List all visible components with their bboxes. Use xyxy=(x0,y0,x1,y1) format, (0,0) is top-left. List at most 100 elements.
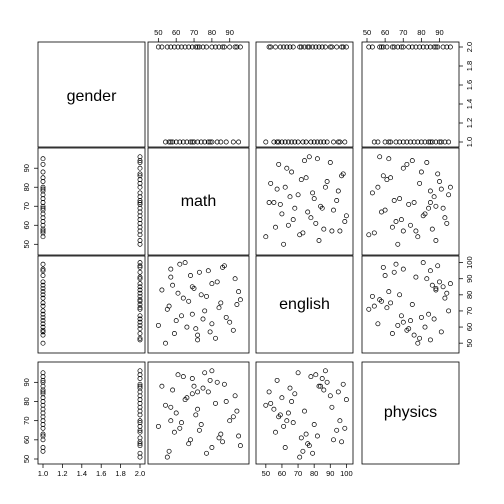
point-gender-vs-physics-4 xyxy=(375,139,381,145)
point-physics-vs-english-15 xyxy=(321,387,327,393)
point-physics-vs-english-23 xyxy=(327,393,333,399)
point-math-vs-physics-31 xyxy=(391,198,397,203)
point-physics-vs-english-36 xyxy=(290,420,296,426)
panel-english-vs-physics xyxy=(361,255,460,354)
point-math-vs-gender-45 xyxy=(137,200,143,205)
point-physics-vs-math-44 xyxy=(220,439,226,445)
point-english-vs-physics-38 xyxy=(389,331,395,336)
y-tick-label-physics-80: 80 xyxy=(22,397,31,405)
y-tick-label-physics-90: 90 xyxy=(22,378,31,386)
point-physics-vs-math-15 xyxy=(170,387,176,393)
point-physics-vs-english-13 xyxy=(342,425,348,431)
point-math-vs-physics-30 xyxy=(431,194,437,200)
point-english-vs-math-11 xyxy=(184,324,190,330)
point-physics-vs-math-22 xyxy=(237,443,243,449)
point-gender-vs-english-3 xyxy=(324,139,330,145)
point-math-vs-english-6 xyxy=(295,192,301,198)
point-english-vs-math-13 xyxy=(177,261,183,267)
point-math-vs-english-43 xyxy=(302,158,307,164)
point-gender-vs-math-24 xyxy=(227,44,233,50)
point-gender-vs-math-41 xyxy=(159,44,165,50)
point-physics-vs-math-2 xyxy=(218,431,224,437)
y-tick-label-english-50: 50 xyxy=(465,339,474,347)
point-physics-vs-english-32 xyxy=(277,412,283,418)
point-math-vs-english-11 xyxy=(279,211,285,217)
point-math-vs-gender-30 xyxy=(137,194,143,200)
point-english-vs-math-19 xyxy=(189,311,195,317)
point-physics-vs-math-16 xyxy=(166,448,172,454)
point-english-vs-physics-35 xyxy=(420,260,426,266)
point-physics-vs-math-8 xyxy=(195,406,201,412)
point-english-vs-physics-5 xyxy=(427,268,433,274)
point-english-vs-gender-27 xyxy=(137,335,143,341)
point-english-vs-gender-36 xyxy=(137,313,143,319)
point-physics-vs-gender-4 xyxy=(40,445,46,450)
point-math-vs-physics-0 xyxy=(404,161,410,167)
panel-physics-vs-math xyxy=(147,361,250,465)
point-english-vs-math-24 xyxy=(227,319,233,325)
x-tick-label-english-80: 80 xyxy=(310,469,318,478)
point-physics-vs-gender-44 xyxy=(137,439,143,445)
point-english-vs-gender-26 xyxy=(137,305,143,311)
point-math-vs-english-33 xyxy=(319,205,325,211)
point-math-vs-english-8 xyxy=(271,200,277,205)
point-math-vs-physics-19 xyxy=(426,205,432,211)
point-english-vs-gender-44 xyxy=(137,264,143,270)
point-gender-vs-math-37 xyxy=(175,44,181,50)
point-gender-vs-physics-37 xyxy=(444,44,450,50)
point-math-vs-physics-1 xyxy=(418,169,424,175)
point-physics-vs-math-24 xyxy=(227,418,233,424)
point-gender-vs-math-17 xyxy=(163,139,168,145)
point-english-vs-math-22 xyxy=(237,297,243,303)
x-tick-label-gender-2: 2.0 xyxy=(135,469,145,478)
point-gender-vs-math-33 xyxy=(189,44,195,50)
point-math-vs-gender-29 xyxy=(137,190,143,196)
point-physics-vs-english-38 xyxy=(273,429,278,435)
panel-math-vs-gender xyxy=(37,147,146,256)
point-english-vs-gender-22 xyxy=(137,297,143,303)
point-gender-vs-english-30 xyxy=(287,44,293,50)
point-gender-vs-physics-13 xyxy=(393,139,399,145)
point-math-vs-english-36 xyxy=(290,217,296,223)
point-english-vs-math-39 xyxy=(168,274,174,280)
point-physics-vs-math-31 xyxy=(196,427,202,433)
point-gender-vs-math-26 xyxy=(216,44,222,50)
point-english-vs-gender-14 xyxy=(40,318,46,324)
point-physics-vs-gender-39 xyxy=(137,404,143,410)
point-physics-vs-gender-10 xyxy=(40,437,46,443)
point-math-vs-english-17 xyxy=(263,234,269,240)
point-gender-vs-english-40 xyxy=(297,44,303,50)
point-gender-vs-math-1 xyxy=(223,139,229,145)
point-math-vs-physics-26 xyxy=(384,177,390,183)
point-physics-vs-english-1 xyxy=(289,399,295,404)
point-gender-vs-english-37 xyxy=(313,44,319,50)
point-physics-vs-english-19 xyxy=(292,391,298,397)
x-tick-label-physics-50: 50 xyxy=(363,28,371,37)
point-gender-vs-math-9 xyxy=(191,139,197,145)
point-english-vs-gender-25 xyxy=(137,263,143,269)
point-physics-vs-math-0 xyxy=(230,414,236,420)
point-physics-vs-english-40 xyxy=(297,454,303,460)
point-gender-vs-math-11 xyxy=(184,139,190,145)
point-gender-vs-math-43 xyxy=(234,44,240,50)
point-english-vs-math-42 xyxy=(155,322,161,328)
x-tick-label-gender-1: 1.0 xyxy=(38,469,48,478)
point-gender-vs-english-43 xyxy=(302,44,307,50)
point-physics-vs-gender-32 xyxy=(137,412,143,418)
point-math-vs-gender-5 xyxy=(40,188,46,194)
point-gender-vs-english-23 xyxy=(327,44,333,50)
point-english-vs-math-20 xyxy=(207,329,213,335)
point-english-vs-physics-8 xyxy=(411,332,417,338)
point-english-vs-physics-21 xyxy=(400,266,406,272)
point-math-vs-gender-26 xyxy=(137,177,143,183)
point-physics-vs-math-23 xyxy=(232,393,238,399)
point-gender-vs-english-33 xyxy=(319,44,325,50)
point-math-vs-english-2 xyxy=(303,175,309,181)
point-gender-vs-math-32 xyxy=(193,44,199,50)
point-math-vs-gender-25 xyxy=(137,171,143,177)
point-english-vs-gender-30 xyxy=(137,316,143,322)
point-math-vs-physics-14 xyxy=(408,222,413,228)
point-physics-vs-gender-15 xyxy=(40,387,46,393)
point-english-vs-physics-41 xyxy=(433,287,439,293)
point-gender-vs-math-15 xyxy=(170,139,176,145)
